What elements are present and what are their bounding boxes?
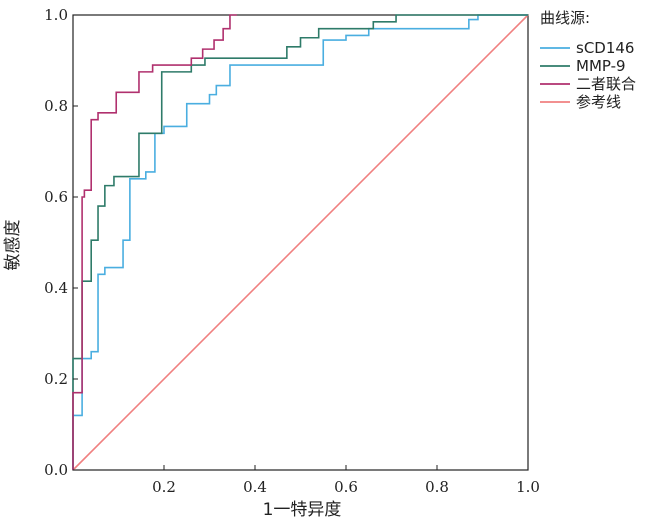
- x-tick-label: 0.6: [334, 478, 358, 496]
- y-axis-title: 敏感度: [3, 220, 23, 271]
- legend-label: sCD146: [576, 39, 634, 57]
- legend-title: 曲线源:: [540, 9, 590, 27]
- x-axis-title: 1一特异度: [263, 500, 342, 520]
- series-line-0: [72, 14, 528, 470]
- legend-label: 二者联合: [576, 75, 636, 93]
- y-tick-label: 0.0: [44, 461, 68, 479]
- y-tick-label: 0.6: [44, 188, 68, 206]
- y-tick-label: 0.2: [44, 370, 68, 388]
- x-tick-label: 1.0: [516, 478, 540, 496]
- series-line-1: [72, 14, 528, 470]
- x-tick-label: 0.8: [425, 478, 449, 496]
- x-tick-label: 0.2: [152, 478, 176, 496]
- series-line-3: [72, 14, 529, 471]
- series-line-2: [72, 14, 237, 470]
- y-tick-label: 1.0: [44, 6, 68, 24]
- y-tick-label: 0.4: [44, 279, 68, 297]
- series-layer: [72, 14, 529, 471]
- plot-area: [72, 14, 529, 471]
- y-tick-label: 0.8: [44, 97, 68, 115]
- ticks-layer: 0.2 0.4 0.6 0.8 1.0 0.0 0.2 0.4 0.6 0.8 1.0: [44, 6, 540, 496]
- legend-label: 参考线: [576, 93, 621, 111]
- plot-frame: [72, 14, 529, 471]
- x-tick-label: 0.4: [243, 478, 267, 496]
- legend-label: MMP-9: [576, 57, 626, 75]
